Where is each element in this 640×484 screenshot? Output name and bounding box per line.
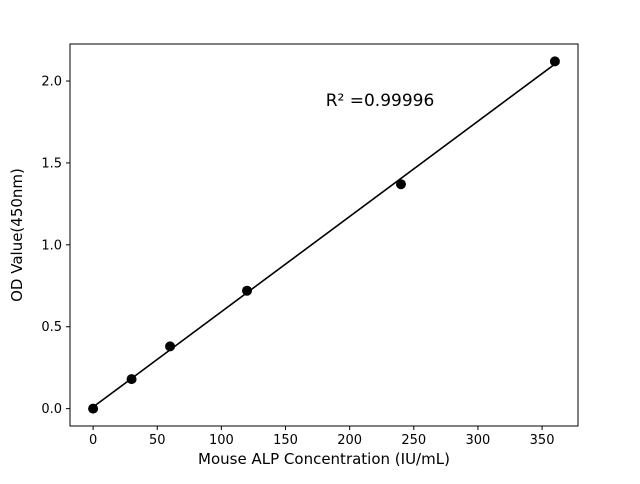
data-point bbox=[126, 374, 137, 385]
x-axis-ticks: 0 50 100 150 200 250 300 350 bbox=[89, 426, 555, 448]
y-tick-label: 2.0 bbox=[41, 75, 62, 90]
data-point bbox=[88, 403, 99, 414]
x-tick-label: 200 bbox=[337, 433, 362, 448]
y-tick-label: 1.5 bbox=[41, 156, 62, 171]
y-tick-label: 0.0 bbox=[41, 402, 62, 417]
y-axis-label: OD Value(450nm) bbox=[8, 168, 26, 302]
data-point bbox=[165, 341, 176, 352]
y-axis-ticks: 0.0 0.5 1.0 1.5 2.0 bbox=[41, 75, 70, 417]
x-tick-label: 50 bbox=[149, 433, 166, 448]
r-squared-annotation: R² =0.99996 bbox=[326, 91, 435, 111]
x-tick-label: 250 bbox=[401, 433, 426, 448]
y-tick-label: 1.0 bbox=[41, 238, 62, 253]
data-point bbox=[549, 56, 560, 67]
x-tick-label: 150 bbox=[273, 433, 298, 448]
x-tick-label: 100 bbox=[209, 433, 234, 448]
data-point bbox=[395, 179, 406, 190]
x-tick-label: 300 bbox=[466, 433, 491, 448]
y-tick-label: 0.5 bbox=[41, 320, 62, 335]
x-tick-label: 350 bbox=[530, 433, 555, 448]
plot-frame bbox=[69, 43, 579, 427]
x-axis-label: Mouse ALP Concentration (IU/mL) bbox=[198, 450, 450, 468]
x-tick-label: 0 bbox=[89, 433, 97, 448]
data-points bbox=[88, 56, 560, 414]
data-point bbox=[242, 285, 253, 296]
